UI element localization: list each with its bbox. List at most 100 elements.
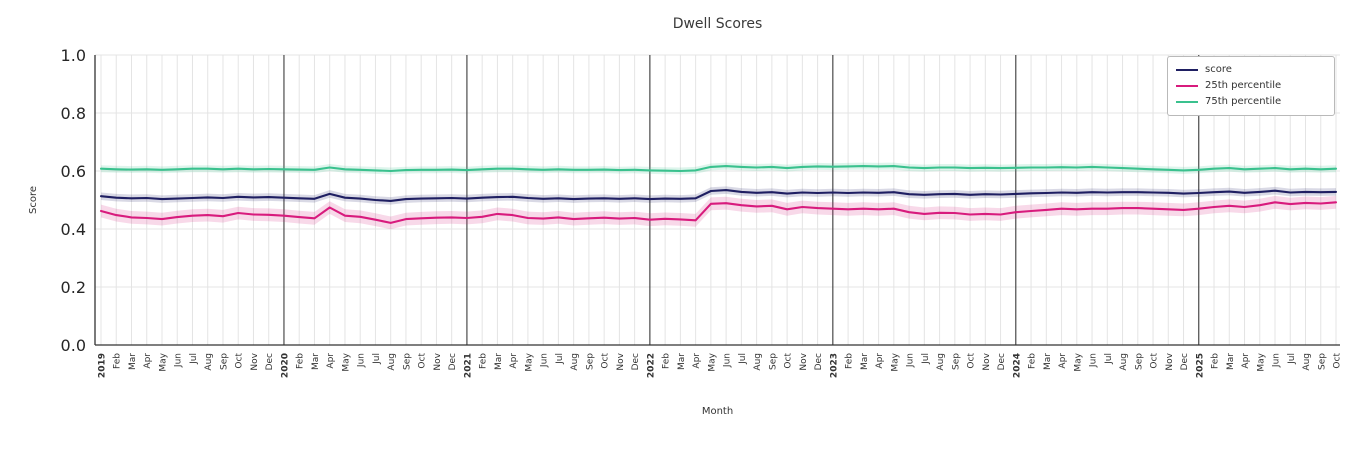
svg-text:Jun: Jun — [174, 353, 184, 368]
svg-text:Mar: Mar — [677, 353, 687, 370]
svg-text:Oct: Oct — [601, 353, 611, 369]
svg-text:Oct: Oct — [1150, 353, 1160, 369]
svg-text:Mar: Mar — [1043, 353, 1053, 370]
svg-text:Jul: Jul — [1287, 353, 1297, 365]
svg-text:Oct: Oct — [784, 353, 794, 369]
svg-text:Feb: Feb — [113, 353, 123, 369]
svg-text:Jun: Jun — [1089, 353, 1099, 368]
svg-text:Apr: Apr — [875, 353, 885, 369]
svg-text:Jun: Jun — [357, 353, 367, 368]
svg-text:Nov: Nov — [616, 352, 626, 370]
svg-text:0.6: 0.6 — [61, 162, 86, 181]
svg-text:Apr: Apr — [143, 353, 153, 369]
svg-text:Sep: Sep — [1134, 353, 1144, 370]
svg-text:0.8: 0.8 — [61, 104, 86, 123]
svg-text:Jun: Jun — [723, 353, 733, 368]
svg-text:1.0: 1.0 — [61, 46, 86, 65]
svg-text:Aug: Aug — [387, 353, 397, 371]
svg-text:Oct: Oct — [1333, 353, 1343, 369]
legend-swatch-25th-percentile — [1176, 84, 1198, 88]
svg-text:Mar: Mar — [128, 353, 138, 370]
svg-text:Jul: Jul — [555, 353, 565, 365]
svg-text:Aug: Aug — [936, 353, 946, 371]
svg-text:2023: 2023 — [829, 353, 839, 378]
svg-text:Jul: Jul — [921, 353, 931, 365]
svg-text:Mar: Mar — [860, 353, 870, 370]
svg-text:Dec: Dec — [1180, 353, 1190, 370]
chart-title: Dwell Scores — [672, 16, 763, 32]
legend-label-25th-percentile: 25th percentile — [1205, 80, 1282, 91]
svg-text:Aug: Aug — [204, 353, 214, 371]
svg-text:2025: 2025 — [1195, 353, 1205, 378]
svg-text:Dec: Dec — [631, 353, 641, 370]
svg-text:Feb: Feb — [1211, 353, 1221, 369]
legend-label-score: score — [1205, 64, 1232, 75]
svg-text:Aug: Aug — [1302, 353, 1312, 371]
svg-text:Apr: Apr — [692, 353, 702, 369]
svg-text:Feb: Feb — [479, 353, 489, 369]
svg-text:May: May — [341, 352, 351, 371]
svg-text:Nov: Nov — [433, 352, 443, 370]
svg-text:Feb: Feb — [1028, 353, 1038, 369]
svg-text:Apr: Apr — [1058, 353, 1068, 369]
svg-text:Feb: Feb — [662, 353, 672, 369]
svg-text:Mar: Mar — [494, 353, 504, 370]
svg-text:Sep: Sep — [1317, 353, 1327, 370]
legend-label-75th-percentile: 75th percentile — [1205, 96, 1282, 107]
svg-text:Aug: Aug — [753, 353, 763, 371]
svg-text:0.0: 0.0 — [61, 336, 86, 355]
svg-text:Sep: Sep — [402, 353, 412, 370]
legend-swatch-score — [1176, 68, 1198, 72]
svg-text:0.4: 0.4 — [61, 220, 86, 239]
svg-text:Oct: Oct — [967, 353, 977, 369]
x-axis-label: Month — [702, 406, 733, 417]
svg-text:Nov: Nov — [250, 352, 260, 370]
svg-text:2019: 2019 — [98, 353, 108, 378]
legend-item-25th-percentile: 25th percentile — [1176, 78, 1326, 94]
svg-text:Mar: Mar — [1226, 353, 1236, 370]
svg-text:Dec: Dec — [814, 353, 824, 370]
svg-text:Aug: Aug — [1119, 353, 1129, 371]
svg-text:Sep: Sep — [951, 353, 961, 370]
svg-text:Dec: Dec — [448, 353, 458, 370]
svg-text:Sep: Sep — [585, 353, 595, 370]
svg-text:Jun: Jun — [1272, 353, 1282, 368]
svg-text:Oct: Oct — [418, 353, 428, 369]
svg-text:Jul: Jul — [372, 353, 382, 365]
svg-text:Nov: Nov — [982, 352, 992, 370]
svg-text:May: May — [707, 352, 717, 371]
svg-text:Nov: Nov — [1165, 352, 1175, 370]
svg-text:Nov: Nov — [799, 352, 809, 370]
svg-text:Feb: Feb — [845, 353, 855, 369]
svg-text:Apr: Apr — [509, 353, 519, 369]
legend-item-75th-percentile: 75th percentile — [1176, 94, 1326, 110]
svg-text:May: May — [1256, 352, 1266, 371]
svg-text:2024: 2024 — [1012, 353, 1022, 378]
svg-text:Apr: Apr — [326, 353, 336, 369]
svg-text:Jul: Jul — [1104, 353, 1114, 365]
svg-text:Dec: Dec — [265, 353, 275, 370]
svg-text:May: May — [524, 352, 534, 371]
svg-text:Dec: Dec — [997, 353, 1007, 370]
svg-text:Jul: Jul — [189, 353, 199, 365]
svg-text:Apr: Apr — [1241, 353, 1251, 369]
svg-text:2020: 2020 — [280, 353, 290, 378]
svg-text:2021: 2021 — [463, 353, 473, 378]
svg-text:Feb: Feb — [296, 353, 306, 369]
svg-text:0.2: 0.2 — [61, 278, 86, 297]
svg-text:May: May — [890, 352, 900, 371]
svg-text:Sep: Sep — [219, 353, 229, 370]
legend: score 25th percentile 75th percentile — [1167, 56, 1335, 116]
svg-text:Jun: Jun — [540, 353, 550, 368]
svg-text:May: May — [158, 352, 168, 371]
svg-text:May: May — [1073, 352, 1083, 371]
svg-text:Sep: Sep — [768, 353, 778, 370]
svg-text:Oct: Oct — [235, 353, 245, 369]
legend-item-score: score — [1176, 62, 1326, 78]
svg-text:Mar: Mar — [311, 353, 321, 370]
svg-text:Aug: Aug — [570, 353, 580, 371]
y-axis-label: Score — [28, 186, 39, 214]
legend-swatch-75th-percentile — [1176, 100, 1198, 104]
